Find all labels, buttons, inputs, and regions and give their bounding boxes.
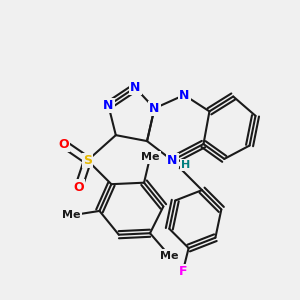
Text: N: N bbox=[130, 81, 140, 94]
Text: Me: Me bbox=[62, 210, 80, 220]
Text: H: H bbox=[181, 160, 190, 170]
Text: N: N bbox=[103, 99, 114, 112]
Text: S: S bbox=[83, 154, 92, 167]
Text: N: N bbox=[179, 88, 189, 101]
Text: O: O bbox=[74, 181, 84, 194]
Text: N: N bbox=[149, 102, 160, 115]
Text: O: O bbox=[58, 138, 69, 151]
Text: F: F bbox=[178, 266, 187, 278]
Text: Me: Me bbox=[160, 250, 178, 260]
Text: Me: Me bbox=[141, 152, 159, 162]
Text: N: N bbox=[167, 154, 178, 167]
